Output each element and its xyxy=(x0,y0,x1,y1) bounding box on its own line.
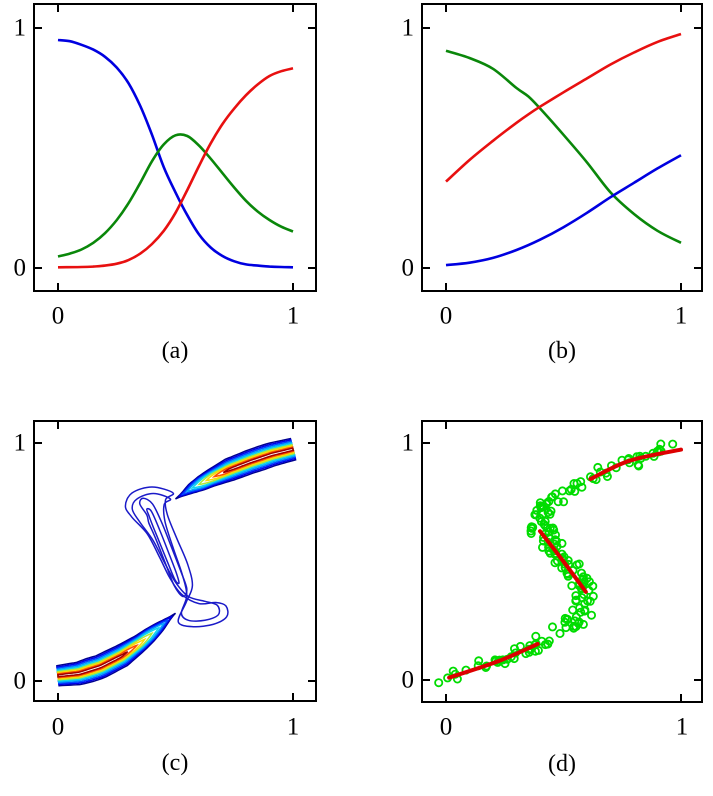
red-curve xyxy=(445,32,682,183)
panel-c-ytick-0: 0 xyxy=(13,667,27,695)
curves xyxy=(445,32,682,267)
panel-b-xtick-0: 0 xyxy=(439,302,453,330)
lower-branch-density-ridge xyxy=(56,618,169,685)
lower-branch-density-ridge xyxy=(56,643,139,679)
panel-c xyxy=(33,420,317,702)
panel-a-caption: (a) xyxy=(161,338,189,364)
middle-contour-loop xyxy=(124,486,229,628)
panel-b-canvas xyxy=(421,3,703,292)
green-data-circles xyxy=(434,439,678,688)
panel-d-xtick-1: 1 xyxy=(675,713,689,741)
panel-b-xtick-1: 1 xyxy=(674,302,688,330)
panel-a xyxy=(33,3,317,292)
panel-d-caption: (d) xyxy=(548,751,576,777)
axes-box xyxy=(33,3,317,292)
blue-curve xyxy=(445,154,682,267)
lower-branch-density-ridge xyxy=(56,637,147,680)
axes-box xyxy=(421,420,703,703)
lower-branch-density-ridge xyxy=(56,621,166,683)
lower-branch-density-ridge xyxy=(56,615,173,686)
green-curve xyxy=(57,133,294,258)
panel-b xyxy=(421,3,703,292)
panel-c-caption: (c) xyxy=(161,750,189,776)
panel-c-xtick-1: 1 xyxy=(286,713,300,741)
lower-branch-density-ridge xyxy=(56,626,161,682)
green-curve xyxy=(445,49,682,244)
panel-d-ytick-1: 1 xyxy=(401,429,415,457)
lower-branch-density-ridge xyxy=(56,631,154,681)
panel-a-xtick-1: 1 xyxy=(286,302,300,330)
panel-c-ytick-1: 1 xyxy=(13,429,27,457)
axes-box xyxy=(33,420,317,702)
density-contours xyxy=(56,437,297,687)
panel-a-xtick-0: 0 xyxy=(51,302,65,330)
panel-d-ytick-0: 0 xyxy=(401,666,415,694)
panel-d xyxy=(421,420,703,703)
panel-c-xtick-0: 0 xyxy=(51,713,65,741)
red-curve xyxy=(57,67,294,269)
panel-d-xtick-0: 0 xyxy=(439,713,453,741)
curves xyxy=(57,38,294,269)
panel-a-ytick-0: 0 xyxy=(13,254,27,282)
middle-contour-loop xyxy=(146,507,180,585)
panel-a-ytick-1: 1 xyxy=(13,14,27,42)
panel-b-caption: (b) xyxy=(548,338,576,364)
panel-b-ytick-0: 0 xyxy=(401,254,415,282)
lower-branch-density-ridge xyxy=(56,612,177,687)
panel-d-canvas xyxy=(421,420,703,703)
upper-branch-density-ridge xyxy=(222,447,295,474)
middle-contour-loop xyxy=(131,492,221,622)
panel-c-canvas xyxy=(33,420,317,702)
lower-branch-density-ridge xyxy=(57,651,129,678)
conditional-mode-curve xyxy=(447,447,683,680)
panel-a-canvas xyxy=(33,3,317,292)
axes-box xyxy=(421,3,703,292)
blue-curve xyxy=(57,38,294,269)
middle-contour-loop xyxy=(138,497,188,598)
panel-b-ytick-1: 1 xyxy=(401,14,415,42)
